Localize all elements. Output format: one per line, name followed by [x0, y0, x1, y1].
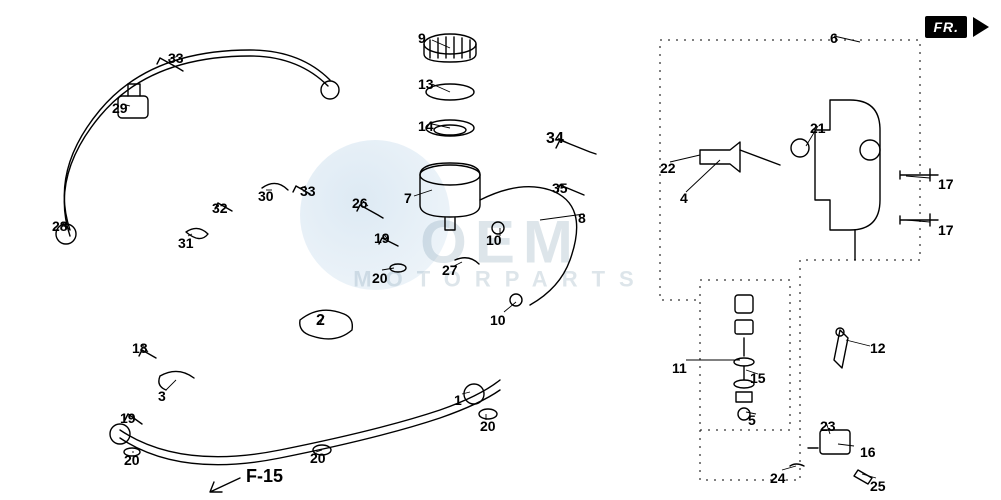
callout-22: 22	[660, 160, 676, 176]
fr-badge: FR.	[925, 16, 989, 38]
callout-33: 33	[168, 50, 184, 66]
callout-20: 20	[124, 452, 140, 468]
callout-4: 4	[680, 190, 688, 206]
callout-32: 32	[212, 200, 228, 216]
callout-12: 12	[870, 340, 886, 356]
callout-21: 21	[810, 120, 826, 136]
callout-23: 23	[820, 418, 836, 434]
callout-5: 5	[748, 412, 756, 428]
callout-2: 2	[316, 312, 325, 330]
callout-19: 19	[120, 410, 136, 426]
callout-7: 7	[404, 190, 412, 206]
callout-20: 20	[310, 450, 326, 466]
callout-14: 14	[418, 118, 434, 134]
callout-27: 27	[442, 262, 458, 278]
fr-arrow-icon	[973, 17, 989, 37]
diagram-canvas: OEM MOTORPARTS	[0, 0, 1001, 500]
callout-28: 28	[52, 218, 68, 234]
fr-label: FR.	[925, 16, 967, 38]
watermark-globe	[300, 140, 450, 290]
callout-16: 16	[860, 444, 876, 460]
callout-17: 17	[938, 222, 954, 238]
callout-1: 1	[454, 392, 462, 408]
callout-18: 18	[132, 340, 148, 356]
cross-ref: F-15	[246, 466, 283, 487]
callout-10: 10	[490, 312, 506, 328]
callout-20: 20	[372, 270, 388, 286]
callout-26: 26	[352, 195, 368, 211]
callout-20: 20	[480, 418, 496, 434]
callout-13: 13	[418, 76, 434, 92]
watermark-bottom: MOTORPARTS	[353, 267, 647, 293]
callout-9: 9	[418, 30, 426, 46]
callout-25: 25	[870, 478, 886, 494]
callout-29: 29	[112, 100, 128, 116]
callout-3: 3	[158, 388, 166, 404]
callout-17: 17	[938, 176, 954, 192]
callout-30: 30	[258, 188, 274, 204]
callout-10: 10	[486, 232, 502, 248]
callout-34: 34	[546, 130, 564, 148]
callout-24: 24	[770, 470, 786, 486]
callout-6: 6	[830, 30, 838, 46]
callout-8: 8	[578, 210, 586, 226]
callout-19: 19	[374, 230, 390, 246]
watermark: OEM MOTORPARTS	[353, 208, 647, 293]
diagram-svg	[0, 0, 1001, 500]
callout-11: 11	[672, 360, 687, 376]
callout-15: 15	[750, 370, 766, 386]
callout-31: 31	[178, 235, 194, 251]
callout-33: 33	[300, 183, 316, 199]
callout-35: 35	[552, 180, 568, 196]
